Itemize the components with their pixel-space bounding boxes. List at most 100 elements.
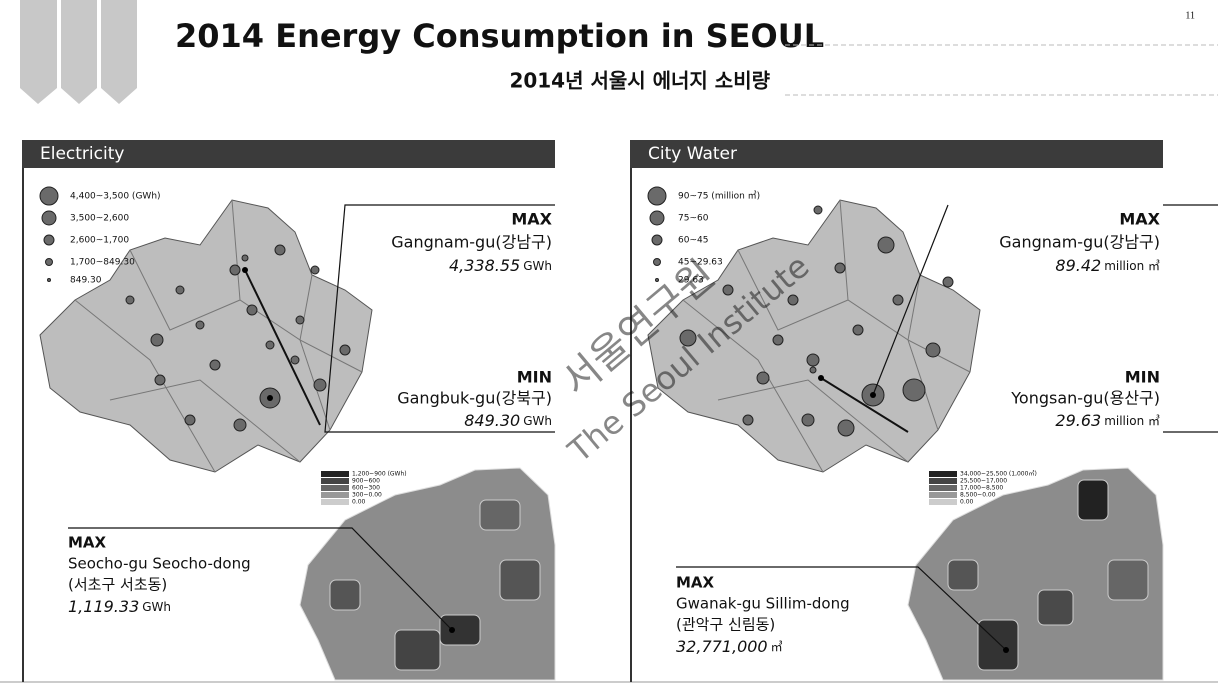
detail-max-value: 32,771,000 ㎥	[676, 637, 783, 656]
legend-symbol	[41, 210, 57, 226]
legend-symbol	[39, 186, 59, 206]
panel: Electricity 4,400~3,500 (GWh) 3,500~2,600 2…	[22, 140, 556, 682]
dong-patch	[1037, 589, 1074, 626]
pointer-dot	[870, 392, 876, 398]
pointer	[820, 377, 909, 433]
unit: GWh	[142, 600, 171, 614]
detail-legend-swatch	[321, 485, 349, 491]
pointer-dot	[449, 627, 455, 633]
header-chevrons	[20, 0, 137, 104]
value: 29.63	[1055, 411, 1101, 430]
district-circle	[295, 315, 305, 325]
detail-legend-swatch	[929, 485, 957, 491]
district-circle	[313, 378, 327, 392]
dong-map	[907, 467, 1164, 681]
district-circle	[809, 366, 817, 374]
district-circle	[195, 320, 205, 330]
unit: million ㎥	[1104, 414, 1160, 428]
panels: Electricity 4,400~3,500 (GWh) 3,500~2,600 2…	[22, 140, 1218, 682]
district-circle	[241, 254, 249, 262]
district-circle	[722, 284, 734, 296]
legend-symbol	[655, 278, 659, 282]
legend-symbol	[651, 234, 663, 246]
dong-patch	[394, 629, 441, 671]
subtitle: 2014년 서울시 에너지 소비량	[509, 69, 770, 93]
district-circle	[246, 304, 258, 316]
min-district: Gangbuk-gu(강북구)	[397, 389, 552, 408]
dong-patch	[1107, 559, 1149, 601]
unit: ㎥	[771, 640, 783, 654]
unit: GWh	[523, 414, 552, 428]
unit: million ㎥	[1104, 259, 1160, 273]
district-circle	[209, 359, 221, 371]
panel: City Water 90~75 (million ㎥) 75~60 60~45 45~…	[630, 140, 1218, 682]
dong-patch	[329, 579, 361, 611]
legend-symbol	[43, 234, 55, 246]
detail-callout	[676, 566, 1007, 651]
detail-legend-label: 8,500~0.00	[960, 492, 996, 499]
dong-patch	[499, 559, 541, 601]
district-circle	[154, 374, 166, 386]
district-lines	[74, 199, 363, 473]
detail-legend-label: 17,000~8,500	[960, 485, 1003, 492]
district-lines	[682, 199, 971, 473]
dong-patch	[977, 619, 1019, 671]
legend-label: 849.30	[70, 276, 102, 286]
legend-symbol	[647, 186, 667, 206]
panel-header	[630, 140, 1163, 168]
panel-title: City Water	[648, 144, 737, 164]
legend-label: 60~45	[678, 236, 708, 246]
detail-legend-label: 1,200~900 (GWh)	[352, 471, 407, 478]
district-circle	[925, 342, 941, 358]
min-value: 29.63 million ㎥	[1055, 411, 1160, 430]
pointer-dot	[1003, 647, 1009, 653]
dong-patch	[1077, 479, 1109, 521]
detail-max-name: Seocho-gu Seocho-dong	[68, 555, 251, 573]
district-circle	[184, 414, 196, 426]
legend-label: 3,500~2,600	[70, 214, 129, 224]
district-circle	[742, 414, 754, 426]
district-circle	[756, 371, 770, 385]
district-circle	[877, 236, 895, 254]
district-map	[39, 199, 373, 473]
detail-legend-swatch	[929, 478, 957, 484]
district-circle	[339, 344, 351, 356]
district-circle	[902, 378, 926, 402]
detail-legend-swatch	[321, 492, 349, 498]
pointer-dot	[267, 395, 273, 401]
min-district: Yongsan-gu(용산구)	[1010, 389, 1160, 408]
detail-legend-label: 0.00	[960, 499, 974, 506]
district-circle	[806, 353, 820, 367]
detail-max-label: MAX	[68, 534, 107, 552]
title: 2014 Energy Consumption in SEOUL	[175, 17, 824, 55]
min-label: MIN	[1125, 368, 1160, 387]
district-map	[647, 199, 981, 473]
legend-label: 45~29.63	[678, 258, 723, 268]
district-circle	[801, 413, 815, 427]
max-label: MAX	[1119, 210, 1160, 229]
detail-max-name-korean: (서초구 서초동)	[68, 576, 167, 594]
max-value: 4,338.55 GWh	[449, 256, 552, 275]
detail-legend-label: 300~0.00	[352, 492, 382, 499]
detail-max-name: Gwanak-gu Sillim-dong	[676, 595, 850, 613]
district-circle	[852, 324, 864, 336]
district-circle	[290, 355, 300, 365]
detail-max-name-korean: (관악구 신림동)	[676, 616, 775, 634]
value: 32,771,000	[676, 637, 768, 656]
legend-symbol	[649, 210, 665, 226]
detail-legend-swatch	[321, 478, 349, 484]
detail-legend-swatch	[321, 471, 349, 477]
value: 4,338.55	[449, 256, 520, 275]
district-circle	[125, 295, 135, 305]
district-circle	[679, 329, 697, 347]
legend-symbol	[653, 258, 661, 266]
detail-legend-label: 600~300	[352, 485, 380, 492]
detail-legend-label: 34,000~25,500 (1,000㎥)	[960, 470, 1037, 478]
pointer-dot	[818, 375, 824, 381]
legend-label: 4,400~3,500 (GWh)	[70, 192, 161, 202]
detail-legend-swatch	[929, 499, 957, 505]
district-circle	[175, 285, 185, 295]
legend-label: 90~75 (million ㎥)	[678, 191, 760, 202]
district-circle	[150, 333, 164, 347]
district-circle	[942, 276, 954, 288]
